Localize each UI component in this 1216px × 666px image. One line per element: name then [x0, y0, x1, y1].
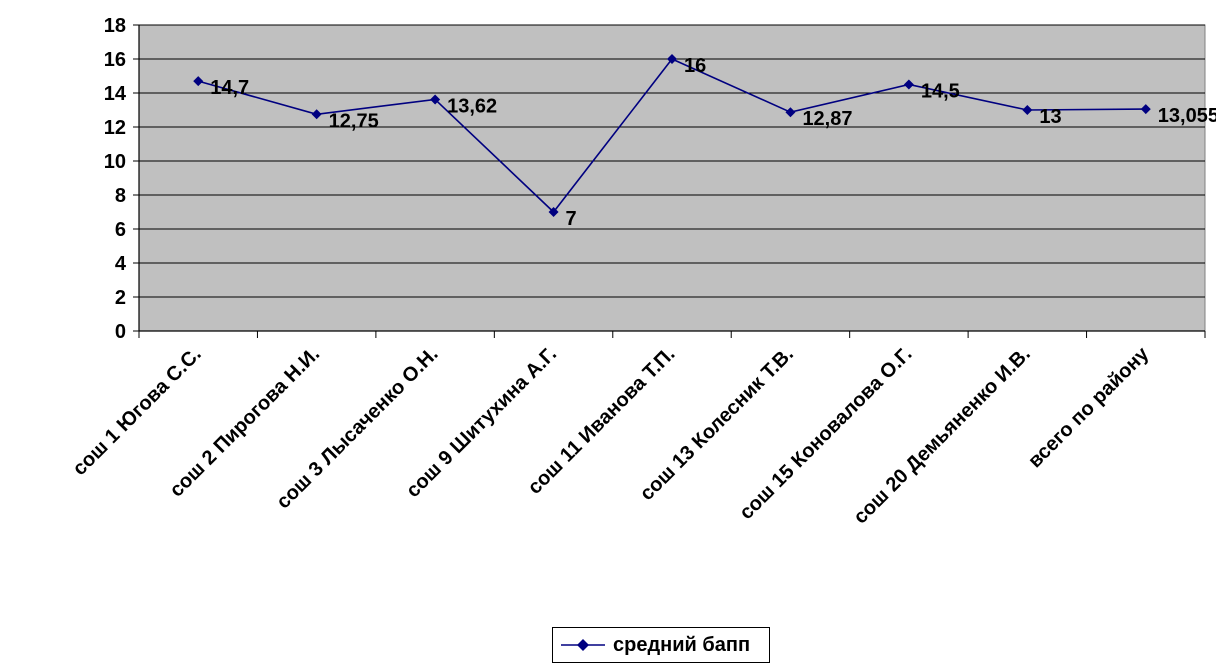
data-label: 7 [566, 208, 577, 230]
data-label: 14,7 [210, 77, 249, 99]
data-label: 13,055 [1158, 105, 1216, 127]
y-tick-labels: 0 2 4 6 8 10 12 14 16 18 [104, 15, 127, 343]
legend-label: средний бапп [613, 633, 751, 656]
gridlines [139, 24, 1205, 298]
data-point [903, 79, 914, 90]
data-point [785, 107, 796, 118]
x-tick-labels: сош 1 Югова С.С.сош 2 Пирогова Н.И.сош 3… [69, 342, 1154, 528]
x-tick-label: сош 1 Югова С.С. [69, 343, 206, 480]
data-point [430, 94, 441, 105]
data-label: 16 [684, 55, 706, 77]
y-tick-label: 12 [104, 117, 126, 139]
data-label: 12,87 [802, 108, 852, 130]
data-label: 13,62 [447, 95, 497, 117]
y-tick-label: 4 [115, 253, 127, 275]
data-label: 12,75 [329, 110, 379, 132]
y-tick-label: 18 [104, 15, 126, 37]
data-point [311, 109, 322, 120]
data-labels: 14,7 12,75 13,62 7 16 12,87 14,5 13 13,055 [210, 55, 1216, 230]
x-tick-label: всего по району [1024, 342, 1154, 472]
legend: средний бапп [552, 627, 770, 663]
legend-marker-icon [561, 639, 605, 651]
data-label: 14,5 [921, 81, 960, 103]
y-tick-label: 0 [115, 321, 126, 343]
y-tick-label: 14 [104, 83, 127, 105]
y-tick-label: 16 [104, 49, 126, 71]
y-tick-label: 2 [115, 287, 126, 309]
series-line [193, 54, 1151, 217]
y-tick-label: 8 [115, 185, 126, 207]
data-point [667, 54, 677, 64]
data-point [1140, 104, 1151, 115]
data-point [1022, 105, 1033, 115]
data-point [193, 76, 204, 87]
data-point [548, 207, 559, 217]
y-tick-label: 10 [104, 151, 126, 173]
data-label: 13 [1039, 106, 1061, 128]
axes [133, 24, 1206, 338]
y-tick-label: 6 [115, 219, 126, 241]
plot-area [138, 24, 1206, 332]
